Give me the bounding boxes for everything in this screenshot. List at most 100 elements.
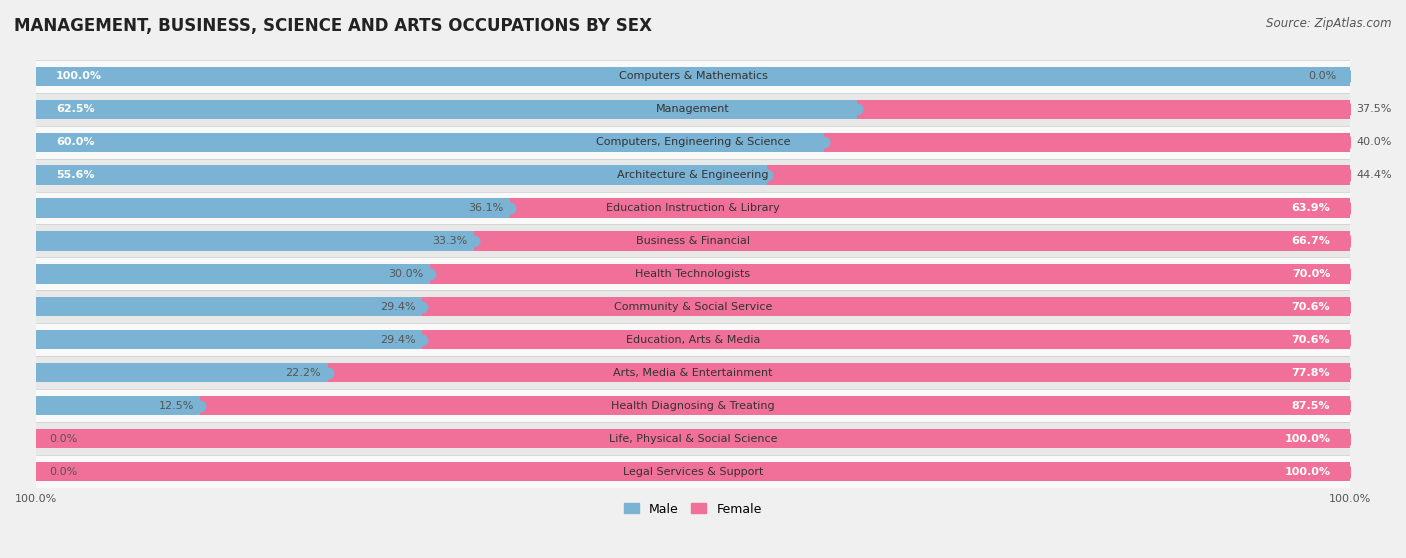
Text: Computers & Mathematics: Computers & Mathematics — [619, 71, 768, 81]
Text: 37.5%: 37.5% — [1357, 104, 1392, 114]
Text: 0.0%: 0.0% — [49, 467, 77, 477]
Point — [1339, 434, 1361, 443]
Bar — [37, 257, 1350, 290]
Text: MANAGEMENT, BUSINESS, SCIENCE AND ARTS OCCUPATIONS BY SEX: MANAGEMENT, BUSINESS, SCIENCE AND ARTS O… — [14, 17, 652, 35]
Point — [1339, 105, 1361, 114]
Bar — [37, 93, 1350, 126]
Bar — [37, 66, 1350, 86]
Bar — [37, 290, 1350, 324]
Bar — [37, 99, 858, 119]
Point — [1339, 204, 1361, 213]
Point — [846, 105, 869, 114]
Bar — [37, 324, 1350, 357]
Bar — [37, 126, 1350, 158]
Bar — [422, 297, 1350, 316]
Text: Business & Financial: Business & Financial — [636, 236, 749, 246]
Bar — [37, 264, 430, 283]
Point — [463, 237, 485, 246]
Bar — [37, 132, 824, 152]
Text: 36.1%: 36.1% — [468, 203, 503, 213]
Text: 0.0%: 0.0% — [1309, 71, 1337, 81]
Point — [1339, 71, 1361, 80]
Text: 44.4%: 44.4% — [1357, 170, 1392, 180]
Text: Architecture & Engineering: Architecture & Engineering — [617, 170, 769, 180]
Text: Arts, Media & Entertainment: Arts, Media & Entertainment — [613, 368, 773, 378]
Bar — [37, 330, 422, 349]
Point — [813, 138, 835, 147]
Text: Health Technologists: Health Technologists — [636, 269, 751, 279]
Bar — [37, 429, 1350, 449]
Bar — [37, 166, 766, 185]
Point — [1339, 237, 1361, 246]
Legend: Male, Female: Male, Female — [619, 498, 766, 521]
Text: Community & Social Service: Community & Social Service — [614, 302, 772, 312]
Bar — [858, 99, 1350, 119]
Point — [1339, 401, 1361, 410]
Point — [755, 171, 778, 180]
Text: 70.0%: 70.0% — [1292, 269, 1330, 279]
Point — [1339, 171, 1361, 180]
Point — [188, 401, 211, 410]
Bar — [200, 396, 1350, 415]
Bar — [422, 330, 1350, 349]
Bar — [37, 60, 1350, 93]
Text: Legal Services & Support: Legal Services & Support — [623, 467, 763, 477]
Point — [316, 368, 339, 377]
Bar — [37, 389, 1350, 422]
Bar — [510, 199, 1350, 218]
Text: 63.9%: 63.9% — [1292, 203, 1330, 213]
Text: 87.5%: 87.5% — [1292, 401, 1330, 411]
Bar — [37, 462, 1350, 482]
Text: 22.2%: 22.2% — [285, 368, 321, 378]
Text: 55.6%: 55.6% — [56, 170, 94, 180]
Text: Education, Arts & Media: Education, Arts & Media — [626, 335, 761, 345]
Bar — [37, 224, 1350, 257]
Bar — [37, 422, 1350, 455]
Point — [499, 204, 522, 213]
Text: 30.0%: 30.0% — [388, 269, 423, 279]
Text: 0.0%: 0.0% — [49, 434, 77, 444]
Text: 40.0%: 40.0% — [1357, 137, 1392, 147]
Bar — [37, 191, 1350, 224]
Point — [1339, 368, 1361, 377]
Text: Education Instruction & Library: Education Instruction & Library — [606, 203, 780, 213]
Text: Source: ZipAtlas.com: Source: ZipAtlas.com — [1267, 17, 1392, 30]
Bar — [824, 132, 1350, 152]
Point — [411, 335, 433, 344]
Bar — [474, 232, 1350, 251]
Text: 62.5%: 62.5% — [56, 104, 94, 114]
Text: 29.4%: 29.4% — [380, 335, 416, 345]
Point — [1339, 335, 1361, 344]
Text: 100.0%: 100.0% — [56, 71, 101, 81]
Text: 29.4%: 29.4% — [380, 302, 416, 312]
Text: Management: Management — [657, 104, 730, 114]
Point — [419, 270, 441, 278]
Bar — [37, 396, 200, 415]
Bar — [37, 455, 1350, 488]
Text: 12.5%: 12.5% — [159, 401, 194, 411]
Text: 77.8%: 77.8% — [1292, 368, 1330, 378]
Bar — [37, 199, 510, 218]
Bar — [37, 297, 422, 316]
Text: 60.0%: 60.0% — [56, 137, 94, 147]
Bar — [37, 363, 328, 382]
Text: Health Diagnosing & Treating: Health Diagnosing & Treating — [612, 401, 775, 411]
Bar — [37, 357, 1350, 389]
Bar — [37, 232, 474, 251]
Bar — [37, 158, 1350, 191]
Text: 100.0%: 100.0% — [1284, 467, 1330, 477]
Bar — [766, 166, 1350, 185]
Text: 70.6%: 70.6% — [1292, 302, 1330, 312]
Text: 70.6%: 70.6% — [1292, 335, 1330, 345]
Bar — [430, 264, 1350, 283]
Point — [1339, 467, 1361, 476]
Bar — [328, 363, 1350, 382]
Text: 66.7%: 66.7% — [1291, 236, 1330, 246]
Text: Life, Physical & Social Science: Life, Physical & Social Science — [609, 434, 778, 444]
Point — [411, 302, 433, 311]
Text: 100.0%: 100.0% — [1284, 434, 1330, 444]
Point — [1339, 302, 1361, 311]
Point — [1339, 138, 1361, 147]
Point — [1339, 270, 1361, 278]
Text: Computers, Engineering & Science: Computers, Engineering & Science — [596, 137, 790, 147]
